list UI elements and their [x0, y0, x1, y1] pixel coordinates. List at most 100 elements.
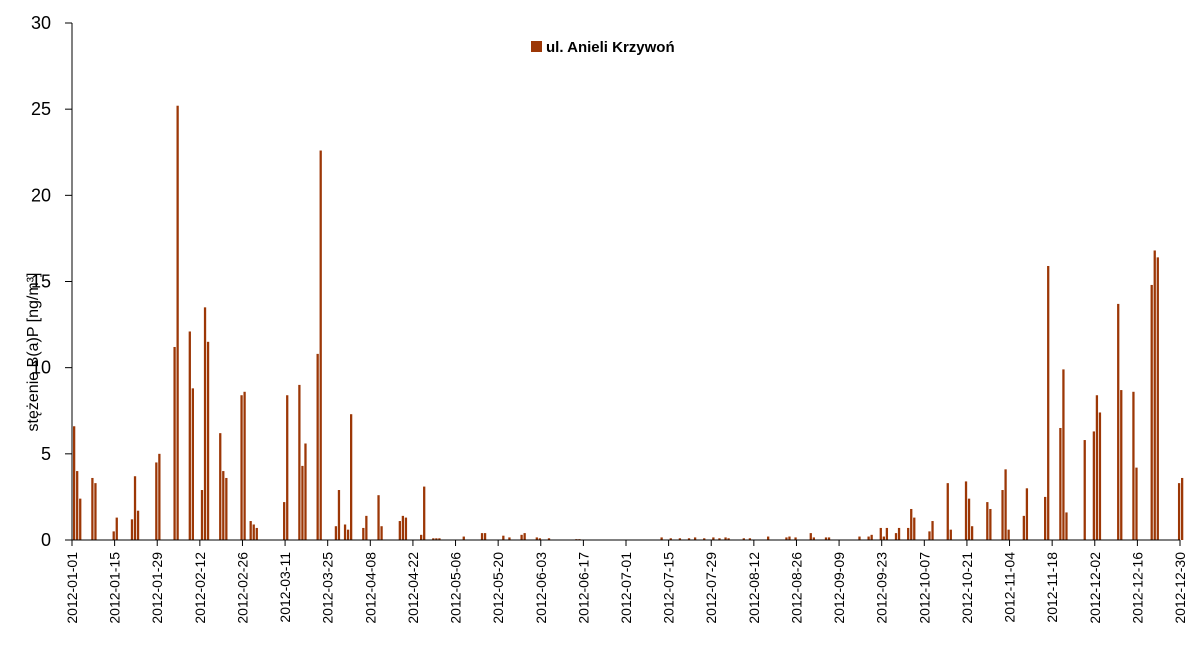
bar: [91, 477, 94, 540]
bar: [767, 536, 770, 540]
bar: [155, 462, 158, 540]
bar: [1135, 467, 1138, 540]
bar: [1177, 483, 1181, 540]
bar: [243, 391, 246, 540]
bar: [1150, 284, 1153, 540]
bar: [206, 341, 210, 540]
bar: [1065, 512, 1068, 540]
bar: [970, 526, 974, 540]
bar: [809, 533, 812, 540]
bar: [377, 495, 380, 540]
bar: [967, 498, 971, 540]
bar: [1092, 431, 1096, 540]
bar: [535, 537, 538, 540]
bar: [350, 414, 353, 540]
bar: [401, 515, 405, 540]
bar: [136, 510, 140, 540]
bar: [724, 537, 727, 540]
bar: [255, 527, 258, 540]
bar: [894, 533, 898, 540]
bar: [398, 521, 401, 540]
bar: [1095, 395, 1099, 540]
bar: [319, 150, 322, 540]
x-tick-label: 2012-12-16: [1129, 552, 1145, 624]
x-tick-label: 2012-03-25: [320, 552, 336, 624]
bar: [858, 536, 861, 540]
x-axis-ticks: 2012-01-01 2012-01-15 2012-01-29 2012-02-12…: [64, 540, 1188, 624]
bar: [112, 531, 115, 540]
bar: [1047, 265, 1050, 540]
bar: [191, 388, 194, 540]
bar: [1007, 529, 1010, 540]
bar: [885, 527, 889, 540]
x-tick-label: 2012-12-30: [1172, 552, 1188, 624]
bar: [316, 353, 319, 540]
y-tick-label: 15: [31, 272, 51, 292]
legend-label: ul. Anieli Krzywoń: [546, 39, 675, 56]
x-tick-label: 2012-05-06: [448, 552, 464, 624]
x-tick-label: 2012-07-01: [618, 552, 634, 624]
bar: [483, 533, 487, 540]
bar: [1120, 390, 1123, 540]
bar: [523, 533, 526, 540]
bar: [727, 538, 730, 540]
x-tick-label: 2012-10-21: [959, 552, 975, 624]
bar: [362, 527, 365, 540]
bar: [240, 395, 243, 540]
bar: [1156, 257, 1159, 540]
x-tick-label: 2012-01-29: [149, 552, 165, 624]
bar: [928, 531, 931, 540]
bar: [301, 465, 304, 540]
x-tick-label: 2012-08-26: [788, 552, 804, 624]
bar: [380, 526, 383, 540]
bar: [130, 519, 134, 540]
bar: [910, 508, 913, 540]
bar: [678, 538, 682, 540]
x-tick-label: 2012-02-26: [234, 552, 250, 624]
bar: [824, 537, 828, 540]
bar: [337, 490, 341, 540]
x-tick-label: 2012-08-12: [746, 552, 762, 624]
bar: [538, 538, 542, 540]
bar: [219, 433, 222, 540]
bar: [435, 538, 438, 540]
bar: [794, 537, 797, 540]
legend: ul. Anieli Krzywoń: [531, 39, 675, 56]
x-tick-label: 2012-07-15: [661, 552, 677, 624]
bar: [438, 538, 441, 540]
bar: [1062, 369, 1065, 540]
bar: [188, 331, 191, 540]
bar: [1004, 469, 1007, 540]
bar: [785, 537, 788, 540]
x-tick-label: 2012-06-03: [533, 552, 549, 624]
bar: [304, 443, 307, 540]
bar: [1181, 477, 1184, 540]
bar: [989, 508, 992, 540]
bar: [249, 521, 252, 540]
bar: [222, 471, 225, 540]
bar: [420, 534, 423, 540]
bar: [718, 538, 721, 540]
bar: [870, 534, 873, 540]
bar: [931, 521, 934, 540]
bar: [748, 538, 752, 540]
bar: [1083, 440, 1086, 540]
bar: [907, 527, 910, 540]
bar: [252, 524, 255, 540]
bar-series: [73, 105, 1184, 541]
x-tick-label: 2012-11-04: [1002, 552, 1018, 623]
bar: [502, 535, 505, 540]
bar: [660, 537, 663, 540]
bar: [73, 426, 76, 540]
bar: [1059, 427, 1062, 540]
bar: [432, 538, 435, 540]
bar: [115, 517, 118, 540]
x-tick-label: 2012-04-22: [405, 552, 421, 624]
x-tick-label: 2012-02-12: [192, 552, 208, 624]
bar: [508, 537, 511, 540]
bar: [520, 534, 523, 540]
x-tick-label: 2012-09-23: [874, 552, 890, 624]
x-tick-label: 2012-10-07: [916, 552, 932, 624]
bar: [946, 483, 949, 540]
bar: [1001, 490, 1004, 540]
